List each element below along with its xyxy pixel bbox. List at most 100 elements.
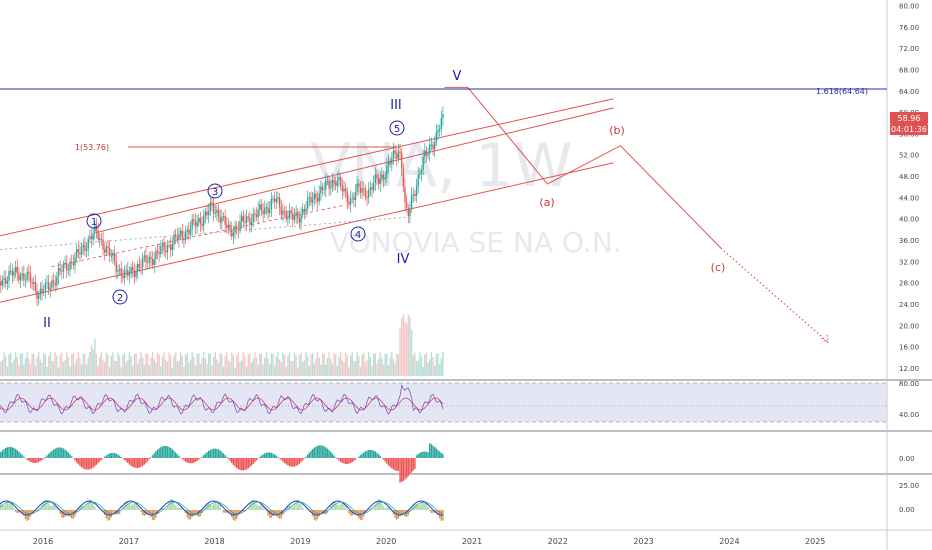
volume-bar <box>437 353 439 376</box>
candle <box>331 172 334 193</box>
momentum-bar <box>348 510 350 514</box>
volume-bar <box>117 352 119 376</box>
macd-bar <box>133 458 136 468</box>
macd-bar <box>5 447 7 458</box>
candle <box>407 204 410 224</box>
macd-bar <box>183 458 185 461</box>
volume-bar <box>356 352 358 376</box>
x-tick-2018: 2018 <box>204 537 224 546</box>
momentum-bar <box>255 504 258 510</box>
macd-bar <box>432 445 434 458</box>
candle <box>102 231 104 256</box>
volume-bar <box>92 349 94 376</box>
momentum-bar <box>193 510 195 516</box>
volume-bar <box>69 366 71 376</box>
candle <box>207 203 210 224</box>
volume-bar <box>387 364 390 376</box>
x-tick-2024: 2024 <box>719 537 739 546</box>
momentum-bar <box>410 506 413 510</box>
volume-bar <box>247 354 249 376</box>
momentum-bar <box>425 502 428 510</box>
momentum-bar <box>417 505 419 510</box>
macd-bar <box>434 447 436 458</box>
momentum-bar <box>335 502 337 510</box>
volume-bar <box>95 354 98 376</box>
macd-bar <box>146 458 149 462</box>
candle <box>250 214 253 232</box>
volume-bar <box>186 352 188 376</box>
momentum-bar <box>371 509 373 510</box>
candle <box>245 209 248 231</box>
macd-bar <box>29 458 32 462</box>
volume-bar <box>108 367 111 376</box>
candle <box>26 267 28 283</box>
macd-bar <box>298 458 301 464</box>
channel-line-0 <box>0 98 614 237</box>
volume-bar <box>207 353 210 376</box>
macd-bar <box>176 454 179 458</box>
macd-bar <box>84 458 86 470</box>
candle <box>44 279 47 300</box>
volume-bar <box>19 353 22 376</box>
momentum-bar <box>278 510 281 519</box>
momentum-bar <box>374 504 377 510</box>
volume-bar <box>397 354 400 376</box>
momentum-bar <box>394 510 396 519</box>
candle <box>285 205 287 223</box>
momentum-bar <box>265 510 268 512</box>
volume-bar <box>239 361 241 376</box>
volume-bar <box>71 354 73 376</box>
candle <box>113 246 116 266</box>
macd-bar <box>440 452 443 458</box>
volume-bar <box>435 353 438 376</box>
macd-bar <box>11 447 14 458</box>
momentum-bar <box>346 508 348 510</box>
macd-bar <box>178 455 180 458</box>
volume-bar <box>122 354 124 376</box>
candle <box>14 260 17 279</box>
volume-bar <box>188 362 190 376</box>
candle <box>28 264 30 282</box>
momentum-bar <box>75 510 78 513</box>
volume-bar <box>335 354 337 376</box>
macd-bar <box>31 458 33 463</box>
macd-bar <box>46 455 48 458</box>
macd-bar <box>231 458 233 464</box>
volume-bar <box>318 357 320 376</box>
macd-bar <box>207 450 210 458</box>
momentum-bar <box>174 505 177 510</box>
macd-bar <box>275 455 278 458</box>
candle <box>366 190 368 206</box>
correction-label-a: (a) <box>539 196 554 209</box>
candle <box>46 275 48 290</box>
momentum-bar <box>194 510 197 515</box>
volume-bar <box>155 363 157 376</box>
candle <box>183 230 185 249</box>
macd-bar <box>437 450 439 458</box>
candle <box>359 181 362 199</box>
candle <box>376 169 378 185</box>
volume-bar <box>282 352 284 376</box>
momentum-bar <box>153 510 155 521</box>
candle <box>270 192 273 218</box>
candle <box>151 251 154 269</box>
candle <box>226 216 228 234</box>
volume-bar <box>127 359 129 376</box>
volume-bar <box>396 352 398 376</box>
candle <box>42 285 45 297</box>
candle <box>402 163 405 192</box>
macd-bar <box>288 458 291 467</box>
momentum-bar <box>166 505 169 510</box>
candle <box>170 237 172 258</box>
volume-bar <box>339 352 342 376</box>
macd-bar <box>214 448 216 458</box>
macd-bar <box>153 453 155 458</box>
macd-bar <box>82 458 84 469</box>
candle <box>308 192 311 206</box>
macd-bar <box>123 458 126 460</box>
volume-bar <box>316 352 319 376</box>
momentum-bar <box>95 509 98 510</box>
y-tick-20.00: 20.00 <box>899 322 919 330</box>
volume-bar <box>196 354 198 376</box>
volume-bar <box>199 363 202 376</box>
